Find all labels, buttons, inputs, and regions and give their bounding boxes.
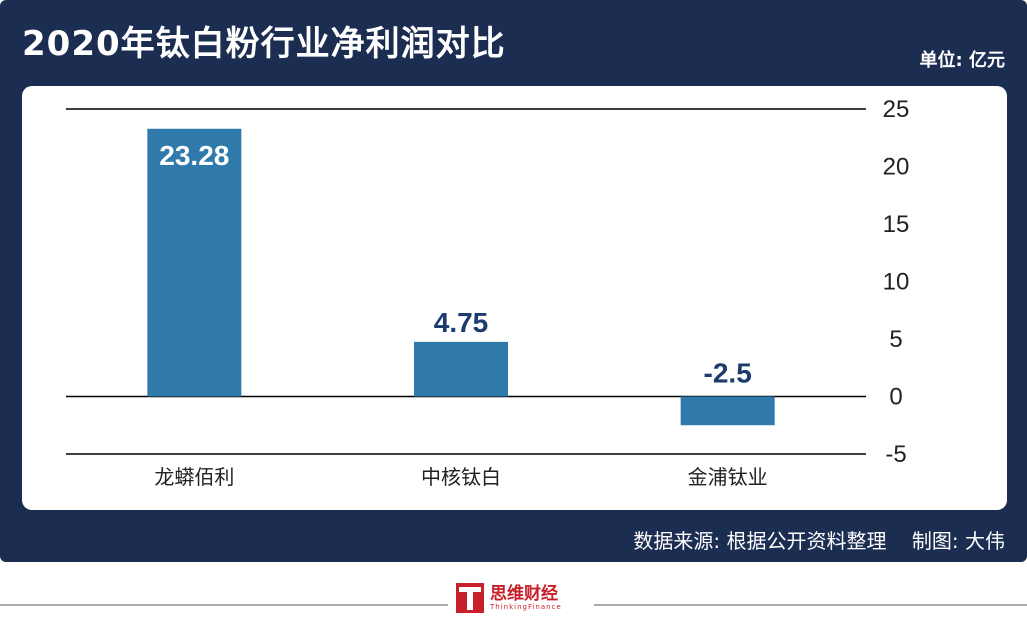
bar-chart: -5 0 5 10 15 20 25 23.28 龙蟒佰利 4.75 中核钛白 -2.5 金浦钛业 <box>66 96 910 489</box>
bar-value-label: -2.5 <box>704 358 752 389</box>
y-tick-label: 5 <box>889 326 902 353</box>
category-label: 龙蟒佰利 <box>154 465 234 489</box>
y-tick-label: 15 <box>883 211 910 238</box>
bar <box>680 396 775 426</box>
bar-value-label: 23.28 <box>159 140 229 171</box>
y-tick-label: 25 <box>883 96 910 123</box>
bar <box>147 128 242 397</box>
y-tick-label: 0 <box>889 384 902 411</box>
brand-logo-icon <box>456 583 484 613</box>
unit-label: 单位: 亿元 <box>919 50 1005 71</box>
chart-title: 2020年钛白粉行业净利润对比 <box>22 24 506 64</box>
y-tick-label: 20 <box>883 154 910 181</box>
chart-frame: 2020年钛白粉行业净利润对比 单位: 亿元 -5 0 5 10 15 20 25 23.28… <box>0 0 1027 562</box>
brand-name-english: ThinkingFinance <box>490 602 562 611</box>
category-label: 金浦钛业 <box>688 465 768 489</box>
category-label: 中核钛白 <box>421 465 501 489</box>
brand-logo-block: 思维财经 ThinkingFinance <box>448 580 570 616</box>
bar <box>414 341 508 397</box>
footer-divider-left <box>0 604 448 606</box>
brand-name: 思维财经 <box>490 583 558 604</box>
y-tick-label: 10 <box>883 269 910 296</box>
chart-panel: -5 0 5 10 15 20 25 23.28 龙蟒佰利 4.75 中核钛白 -2.5 金浦钛业 <box>22 86 1007 510</box>
y-tick-label: -5 <box>885 441 906 468</box>
footer-divider-right <box>594 604 1027 606</box>
bar-value-label: 4.75 <box>434 307 489 338</box>
source-note: 数据来源: 根据公开资料整理 制图: 大伟 <box>633 529 1005 553</box>
